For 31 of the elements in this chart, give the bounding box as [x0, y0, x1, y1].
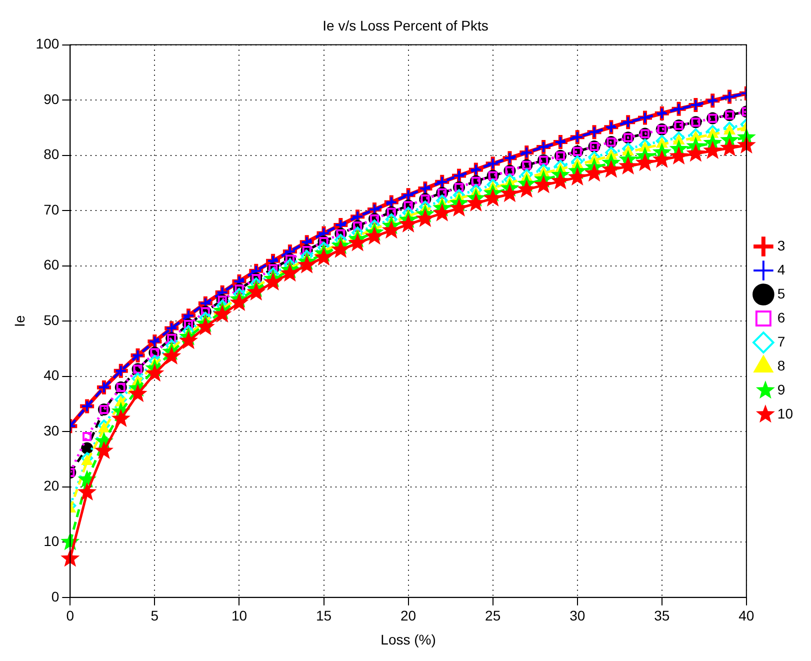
y-tick-label: 50 — [44, 312, 60, 328]
y-tick-label: 60 — [44, 256, 60, 273]
y-axis-title: Ie — [11, 315, 28, 327]
legend-label: 8 — [777, 357, 786, 374]
y-tick-label: 100 — [36, 36, 60, 52]
legend-label: 10 — [777, 405, 794, 422]
y-tick-label: 20 — [44, 478, 60, 494]
chart-title: Ie v/s Loss Percent of Pkts — [322, 17, 488, 34]
x-tick-label: 40 — [738, 608, 754, 624]
legend-label: 7 — [777, 333, 786, 350]
y-tick-label: 80 — [44, 146, 60, 162]
y-tick-label: 90 — [44, 90, 60, 107]
legend-label: 6 — [777, 309, 786, 326]
legend-label: 4 — [777, 261, 786, 278]
legend-label: 5 — [777, 285, 786, 302]
x-tick-label: 10 — [231, 608, 248, 624]
y-tick-label: 10 — [44, 533, 60, 549]
x-tick-label: 25 — [485, 608, 501, 624]
legend-label: 3 — [777, 237, 786, 254]
x-tick-label: 15 — [316, 608, 332, 624]
legend-label: 9 — [777, 381, 786, 398]
y-tick-label: 0 — [51, 588, 60, 604]
x-tick-label: 35 — [654, 608, 670, 624]
x-tick-label: 30 — [570, 608, 586, 624]
x-tick-label: 20 — [400, 608, 416, 624]
x-tick-label: 5 — [150, 608, 159, 624]
y-tick-label: 40 — [44, 367, 60, 384]
y-tick-label: 70 — [44, 201, 60, 218]
y-tick-label: 30 — [44, 422, 60, 438]
x-axis-title: Loss (%) — [380, 631, 436, 648]
x-tick-label: 0 — [66, 608, 74, 624]
